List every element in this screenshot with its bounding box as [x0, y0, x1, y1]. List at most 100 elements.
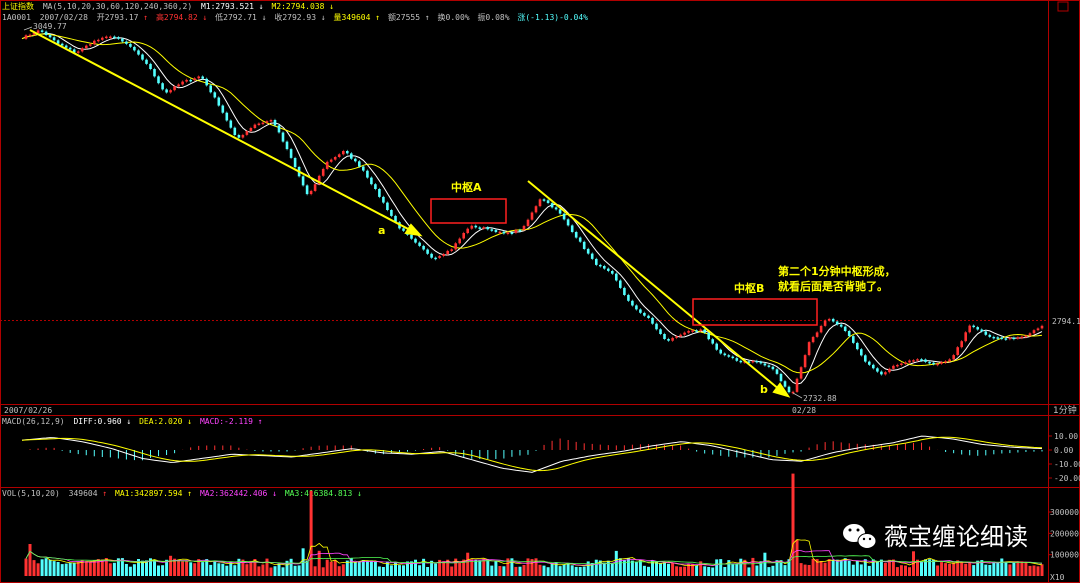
candle [48, 35, 52, 38]
corner-box [1057, 1, 1069, 12]
candle [599, 264, 602, 267]
candle [518, 229, 522, 232]
vol-bar [1020, 561, 1024, 576]
candle [711, 339, 714, 344]
vol-bar [209, 564, 213, 576]
vol-bar [655, 561, 658, 576]
vol-bar [40, 559, 44, 576]
candle [56, 40, 60, 44]
period-label[interactable]: 1分钟 [1053, 404, 1077, 416]
candle [795, 378, 799, 392]
candle [24, 35, 28, 39]
candle [611, 271, 614, 274]
vol-bar [799, 563, 803, 576]
vol-bar [891, 559, 895, 576]
macd-tick-label: 0.00 [1054, 446, 1073, 455]
candle [631, 300, 634, 306]
candle [281, 132, 285, 142]
vol-bar [137, 559, 140, 576]
index-name: 上证指数 [2, 1, 34, 11]
candle [924, 359, 927, 362]
candle [321, 168, 325, 176]
vol-bar [735, 563, 739, 576]
candle [815, 332, 819, 337]
macd-value: MACD:-2.119 [200, 417, 253, 426]
candle [72, 49, 76, 53]
candle [619, 280, 622, 288]
vol-bar [671, 562, 675, 576]
candle [546, 200, 550, 203]
candle [205, 78, 208, 86]
candle [52, 37, 56, 41]
candle [570, 225, 574, 232]
vol-bar [84, 561, 88, 576]
vol-ma3-line [25, 550, 1043, 565]
vol-bar [177, 559, 181, 576]
candle [767, 365, 771, 367]
candle [161, 83, 164, 90]
comment-line-1: 第二个1分钟中枢形成， [778, 264, 896, 278]
vol-bars [24, 473, 1044, 576]
candle [916, 359, 919, 361]
candle [76, 51, 80, 53]
vol-bar [24, 558, 28, 576]
macd-value-arrow: ↑ [258, 417, 263, 426]
candle [932, 362, 935, 365]
candle [554, 207, 558, 210]
candle [558, 209, 562, 214]
high-label-leader [23, 26, 33, 31]
vol-bar [88, 561, 92, 576]
candle [486, 227, 490, 230]
low-value: 低2792.71 [215, 12, 257, 22]
vol-bar [996, 562, 1000, 576]
vol-bar [365, 560, 369, 576]
arrow-b-head [772, 382, 791, 398]
vol-bar [442, 561, 446, 576]
vol-ma1-arrow: ↑ [187, 489, 192, 498]
vol-bar [132, 564, 136, 576]
m1-arrow: ↓ [259, 2, 264, 11]
vol-bar [193, 563, 197, 576]
candle [229, 120, 233, 128]
diff-line [21, 435, 1043, 473]
vol-bar [145, 560, 148, 576]
vol-bar [727, 560, 731, 576]
candle [683, 332, 686, 335]
vol-bar [875, 561, 879, 576]
vol-tick-label: 200000 [1050, 529, 1079, 538]
vol-bar [691, 564, 695, 576]
candle [490, 229, 494, 231]
candle [731, 356, 735, 359]
candle [627, 294, 630, 301]
vol-bar [36, 563, 40, 576]
macd-tick-label: -10.00 [1054, 460, 1080, 469]
vol-bar [719, 559, 723, 576]
candle [827, 318, 831, 321]
vol-bar [313, 566, 317, 576]
watermark: 薇宝缠论细读 [843, 523, 1028, 551]
vol-bar [743, 559, 747, 576]
candle [253, 124, 257, 128]
vol-bar [530, 559, 534, 576]
vol-bar [855, 560, 859, 576]
candle [856, 342, 859, 350]
vol-bar [823, 562, 827, 576]
vol-bar [948, 563, 952, 576]
candle [900, 363, 903, 365]
candle [550, 203, 554, 208]
vol-bar [956, 560, 960, 576]
vol-bar [305, 560, 309, 576]
candle [884, 372, 887, 375]
vol-bar [357, 561, 361, 576]
vol-bar [659, 563, 662, 576]
vol-bar [309, 490, 313, 576]
turnover-value: 换0.00% [438, 12, 470, 22]
candle [446, 250, 449, 255]
candle [1024, 335, 1028, 338]
vol-bar [759, 561, 763, 576]
vol-bar [819, 561, 823, 576]
vol-bar [574, 566, 578, 576]
vol-bar [128, 566, 132, 576]
candle [109, 36, 112, 39]
vol-bar [715, 559, 719, 576]
